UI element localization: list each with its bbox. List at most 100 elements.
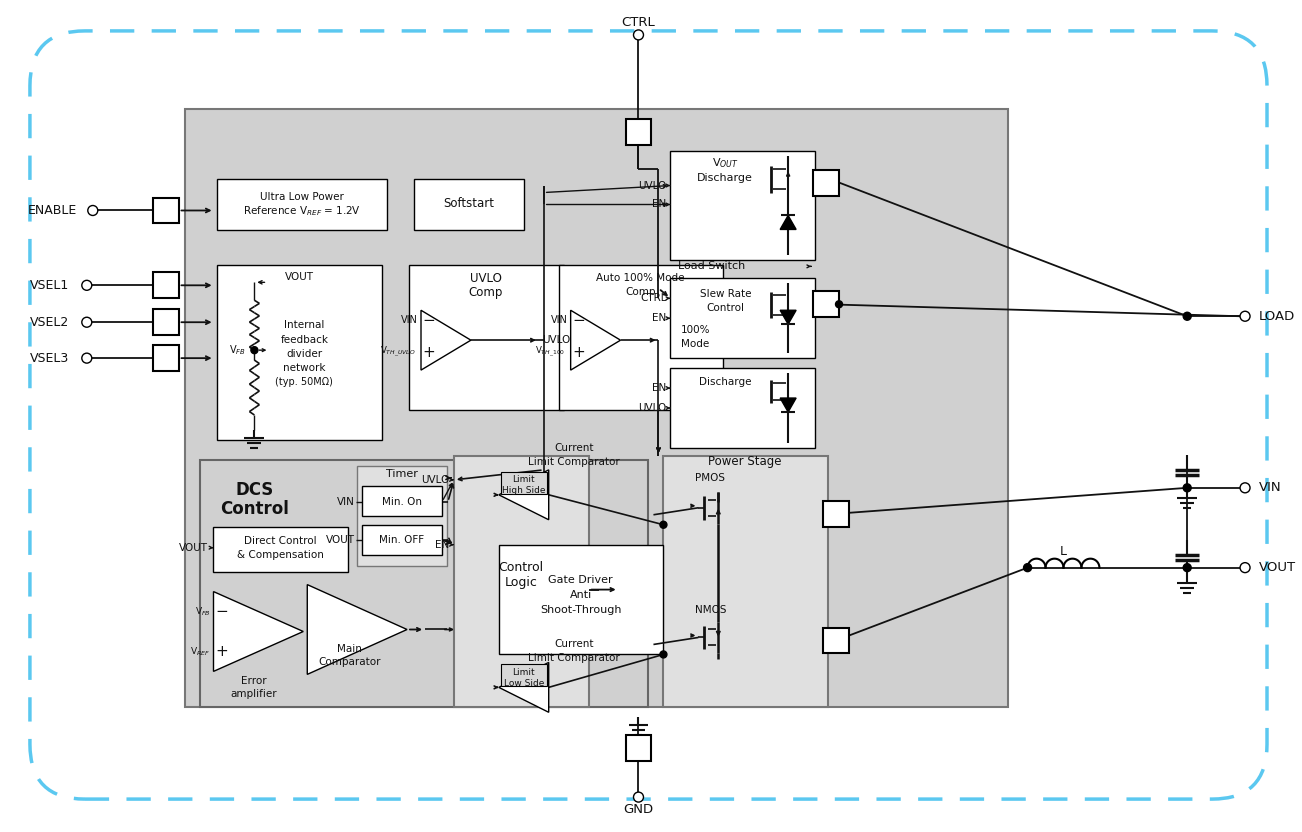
Text: Power Stage: Power Stage <box>708 455 783 468</box>
Text: Logic: Logic <box>504 576 538 589</box>
Text: feedback: feedback <box>280 335 328 345</box>
Text: VIN: VIN <box>1259 482 1281 494</box>
Text: GND: GND <box>624 803 654 815</box>
Text: Limit Comparator: Limit Comparator <box>527 457 620 467</box>
Polygon shape <box>214 592 303 671</box>
Text: ENABLE: ENABLE <box>27 204 77 217</box>
Bar <box>625 119 651 145</box>
Text: +: + <box>215 644 228 659</box>
Polygon shape <box>421 310 471 370</box>
Text: Limit: Limit <box>513 475 535 484</box>
Bar <box>217 179 387 230</box>
Bar <box>671 151 815 260</box>
Bar <box>152 197 178 224</box>
Polygon shape <box>570 310 621 370</box>
Text: VIN: VIN <box>337 497 355 507</box>
Text: EN: EN <box>435 540 449 550</box>
Text: UVLO: UVLO <box>638 181 667 191</box>
Text: VSEL1: VSEL1 <box>30 279 69 292</box>
Circle shape <box>1023 563 1031 572</box>
Bar <box>812 170 838 196</box>
Circle shape <box>660 651 667 658</box>
Bar <box>362 486 441 516</box>
Bar <box>152 272 178 299</box>
Text: UVLO: UVLO <box>542 335 570 345</box>
Bar <box>559 265 724 410</box>
Text: DCS: DCS <box>236 481 273 499</box>
Text: VOUT: VOUT <box>178 542 207 552</box>
Polygon shape <box>780 310 796 324</box>
Text: VOUT: VOUT <box>327 535 355 545</box>
Text: Load Switch: Load Switch <box>678 261 746 271</box>
Text: Ultra Low Power: Ultra Low Power <box>260 191 344 201</box>
Circle shape <box>1184 563 1191 572</box>
Bar <box>409 265 564 410</box>
Text: EN: EN <box>652 383 667 393</box>
Circle shape <box>87 206 98 215</box>
Text: Discharge: Discharge <box>699 377 751 387</box>
Text: (typ. 50MΩ): (typ. 50MΩ) <box>275 377 333 387</box>
Bar <box>214 527 348 572</box>
Polygon shape <box>499 470 548 520</box>
Bar <box>501 472 547 494</box>
Text: Limit: Limit <box>513 668 535 677</box>
Polygon shape <box>780 398 796 412</box>
Bar <box>812 291 838 317</box>
Text: divider: divider <box>286 349 323 359</box>
Text: Comp: Comp <box>469 286 503 299</box>
Bar <box>362 525 441 555</box>
Text: Min. OFF: Min. OFF <box>379 535 424 545</box>
Text: V$_{FB}$: V$_{FB}$ <box>195 606 211 618</box>
Text: UVLO: UVLO <box>638 403 667 413</box>
Text: V$_{FB}$: V$_{FB}$ <box>229 344 246 357</box>
Text: Control: Control <box>499 561 543 574</box>
Text: VOUT: VOUT <box>1259 561 1297 574</box>
Text: CTRL: CTRL <box>639 293 667 304</box>
Text: Limit Comparator: Limit Comparator <box>527 653 620 663</box>
Text: Min. On: Min. On <box>381 497 422 507</box>
Text: NMOS: NMOS <box>694 605 727 615</box>
Bar <box>199 460 648 707</box>
Text: & Compensation: & Compensation <box>237 550 324 560</box>
Text: Shoot-Through: Shoot-Through <box>540 605 621 615</box>
Text: L: L <box>1060 545 1066 558</box>
Text: VIN: VIN <box>401 315 418 325</box>
Bar <box>823 627 849 653</box>
Text: EN: EN <box>652 313 667 323</box>
Bar <box>357 466 447 566</box>
Bar <box>671 368 815 448</box>
Circle shape <box>1240 483 1250 493</box>
Text: Main: Main <box>337 645 362 655</box>
Text: Internal: Internal <box>284 320 324 330</box>
Polygon shape <box>780 215 796 230</box>
Bar <box>671 279 815 358</box>
Text: UVLO: UVLO <box>421 475 449 485</box>
Text: 100%: 100% <box>681 325 710 335</box>
Text: V$_{TH\_UVLO}$: V$_{TH\_UVLO}$ <box>380 345 417 359</box>
Bar <box>499 545 664 655</box>
Circle shape <box>251 347 258 354</box>
Text: VSEL2: VSEL2 <box>30 315 69 329</box>
Bar <box>501 665 547 686</box>
Bar <box>454 456 589 707</box>
Text: +: + <box>423 344 435 359</box>
Text: Mode: Mode <box>681 339 710 349</box>
Text: CTRL: CTRL <box>621 17 655 29</box>
Text: network: network <box>283 363 326 373</box>
Text: Slew Rate: Slew Rate <box>699 290 751 300</box>
Bar <box>185 109 1008 707</box>
Text: EN: EN <box>652 200 667 210</box>
Polygon shape <box>307 585 408 675</box>
FancyBboxPatch shape <box>30 31 1267 799</box>
Text: Control: Control <box>220 500 289 518</box>
Text: Softstart: Softstart <box>444 197 495 210</box>
Circle shape <box>634 30 643 40</box>
Text: Anti: Anti <box>569 590 591 600</box>
Bar <box>152 345 178 371</box>
Text: amplifier: amplifier <box>230 690 277 700</box>
Circle shape <box>1240 562 1250 572</box>
Text: UVLO: UVLO <box>470 272 501 285</box>
Text: Current: Current <box>553 640 594 650</box>
Text: VIN: VIN <box>551 315 568 325</box>
Text: Auto 100% Mode: Auto 100% Mode <box>596 274 685 284</box>
